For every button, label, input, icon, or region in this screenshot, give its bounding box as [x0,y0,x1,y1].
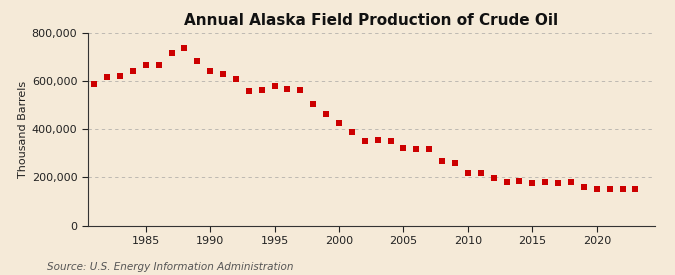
Point [604,186,615,191]
Point [115,74,126,79]
Point [527,181,538,185]
Point [566,179,576,184]
Point [385,139,396,143]
Point [192,59,202,64]
Point [540,180,551,184]
Point [153,63,164,68]
Point [205,69,215,73]
Point [450,160,460,165]
Point [102,75,113,79]
Y-axis label: Thousand Barrels: Thousand Barrels [18,81,28,178]
Point [128,69,138,73]
Point [179,46,190,50]
Point [553,181,564,185]
Point [89,82,100,86]
Point [411,147,422,152]
Point [424,147,435,151]
Point [578,184,589,189]
Point [373,138,383,142]
Point [617,186,628,191]
Point [282,87,293,91]
Point [231,76,242,81]
Point [501,179,512,184]
Point [462,170,473,175]
Point [630,186,641,191]
Point [333,121,344,125]
Point [488,176,499,180]
Point [256,88,267,92]
Text: Source: U.S. Energy Information Administration: Source: U.S. Energy Information Administ… [47,262,294,272]
Point [398,146,409,150]
Point [166,51,177,55]
Point [217,72,228,76]
Point [308,102,319,106]
Point [514,178,525,183]
Point [591,187,602,191]
Point [437,159,448,163]
Point [346,130,357,135]
Point [244,88,254,93]
Point [269,84,280,89]
Point [359,139,370,143]
Point [140,63,151,68]
Title: Annual Alaska Field Production of Crude Oil: Annual Alaska Field Production of Crude … [184,13,558,28]
Point [295,88,306,92]
Point [321,111,331,116]
Point [475,171,486,175]
